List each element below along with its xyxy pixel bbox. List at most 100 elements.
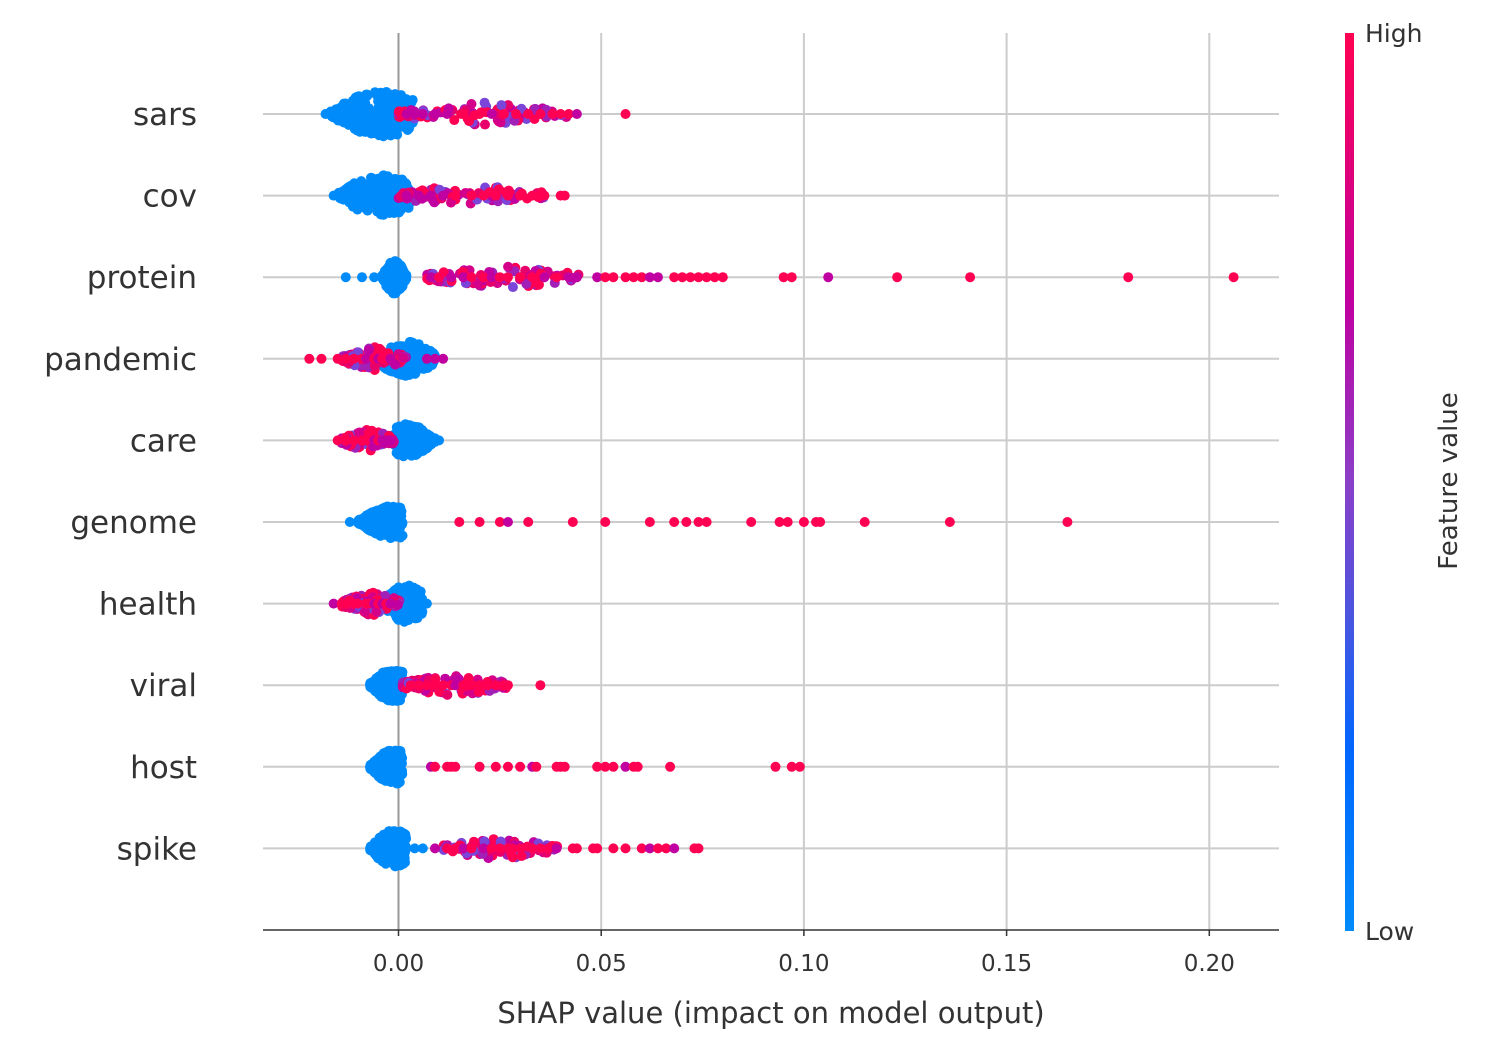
shap-point (348, 353, 359, 364)
feature-label-protein: protein (87, 260, 197, 296)
feature-label-host: host (130, 750, 197, 786)
shap-point (393, 531, 404, 542)
shap-point (387, 91, 398, 102)
shap-point (592, 761, 603, 772)
shap-point (498, 109, 509, 119)
colorbar-title: Feature value (1434, 392, 1464, 570)
shap-point (496, 100, 507, 111)
shap-point (490, 190, 501, 201)
shap-point (410, 363, 421, 374)
shap-point (394, 846, 405, 857)
shap-point (774, 517, 785, 527)
shap-point (652, 272, 663, 283)
shap-point (531, 761, 542, 772)
shap-point (478, 843, 489, 854)
shap-point (394, 106, 405, 117)
x-gridlines (397, 33, 1211, 930)
shap-point (502, 517, 513, 527)
shap-point (429, 109, 440, 119)
shap-point (409, 109, 420, 119)
shap-point (361, 190, 372, 201)
shap-point (391, 276, 402, 287)
shap-point (380, 590, 391, 601)
shap-point (381, 507, 392, 518)
shap-point (507, 843, 518, 854)
shap-point (385, 435, 396, 446)
shap-point (539, 272, 550, 283)
x-tick-label: 0.05 (576, 951, 627, 977)
shap-point (367, 524, 378, 535)
shap-point (571, 843, 582, 854)
shap-point (458, 843, 469, 854)
shap-point (374, 126, 385, 137)
shap-point (357, 272, 368, 283)
shap-point (352, 598, 363, 609)
shap-point (328, 190, 339, 201)
shap-point (360, 606, 371, 617)
shap-point (434, 435, 445, 446)
shap-point (404, 370, 415, 381)
shap-point (473, 278, 484, 289)
shap-point (458, 272, 469, 283)
feature-label-spike: spike (117, 831, 197, 867)
shap-point (375, 98, 386, 109)
shap-point (340, 598, 351, 609)
shap-point (685, 272, 696, 283)
shap-point (409, 843, 420, 854)
shap-point (328, 598, 339, 609)
shap-point (600, 517, 611, 527)
shap-point (377, 856, 388, 867)
shap-point (458, 680, 469, 691)
shap-point (644, 843, 655, 854)
shap-point (429, 680, 440, 691)
shap-point (442, 689, 453, 700)
shap-point (592, 272, 603, 283)
shap-point (693, 517, 704, 527)
shap-point (644, 517, 655, 527)
feature-label-cov: cov (143, 179, 197, 215)
shap-point (701, 517, 712, 527)
shap-point (486, 109, 497, 119)
shap-point (515, 272, 526, 283)
shap-point (402, 124, 413, 135)
shap-point (354, 427, 365, 438)
shap-point (592, 843, 603, 854)
shap-point (567, 517, 578, 527)
shap-point (389, 695, 400, 706)
shap-point (429, 353, 440, 364)
x-tick-label: 0.20 (1184, 951, 1235, 977)
shap-point (515, 761, 526, 772)
shap-point (442, 843, 453, 854)
shap-point (464, 116, 475, 127)
shap-point (815, 517, 826, 527)
shap-point (965, 272, 976, 283)
shap-point (450, 680, 461, 691)
shap-point (418, 363, 429, 374)
shap-point (419, 444, 430, 455)
shap-point (515, 843, 526, 854)
shap-point (644, 272, 655, 283)
shap-point (394, 174, 405, 185)
feature-points-care (332, 419, 445, 462)
shap-point (474, 517, 485, 527)
shap-point (375, 87, 386, 98)
shap-point (503, 261, 514, 272)
feature-points-sars (320, 86, 631, 142)
shap-point (398, 352, 409, 363)
x-ticks: 0.00 0.05 0.10 0.15 0.20 (373, 930, 1235, 977)
shap-point (494, 843, 505, 854)
shap-point (502, 761, 513, 772)
shap-point (511, 109, 522, 119)
shap-point (620, 272, 631, 283)
shap-point (466, 680, 477, 691)
shap-point (387, 682, 398, 693)
shap-point (336, 109, 347, 119)
shap-point (478, 190, 489, 201)
shap-point (620, 109, 631, 119)
feature-row-lines (263, 113, 1279, 850)
shap-point (600, 761, 611, 772)
shap-point (543, 843, 554, 854)
shap-point (429, 761, 440, 772)
shap-point (344, 517, 355, 527)
shap-point (442, 109, 453, 119)
